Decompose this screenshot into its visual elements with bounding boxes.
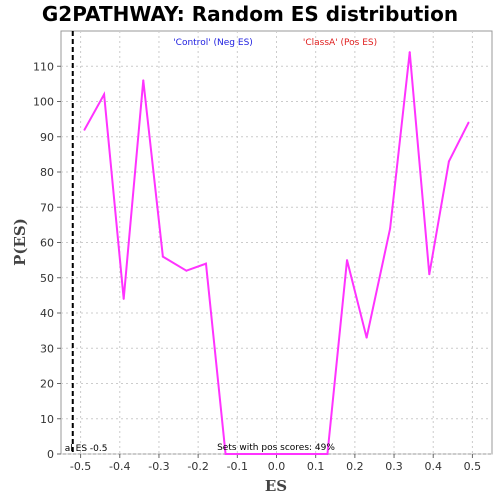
data-point xyxy=(408,51,411,54)
data-point xyxy=(428,273,431,276)
y-tick-label: 90 xyxy=(40,131,54,144)
actual-es-label: al ES -0.5 xyxy=(65,444,108,454)
data-point xyxy=(267,453,270,455)
x-tick-label: -0.5 xyxy=(70,460,91,473)
y-tick-label: 70 xyxy=(40,201,54,214)
y-tick-label: 80 xyxy=(40,166,54,179)
legend-entry: 'ClassA' (Pos ES) xyxy=(303,38,377,48)
y-tick-label: 10 xyxy=(40,413,54,426)
y-tick-label: 60 xyxy=(40,237,54,250)
legend-entry: 'Control' (Neg ES) xyxy=(173,38,253,48)
x-tick-label: 0.3 xyxy=(385,460,403,473)
x-tick-label: -0.4 xyxy=(109,460,130,473)
x-axis-label: ES xyxy=(265,477,287,495)
y-tick-label: 100 xyxy=(33,96,54,109)
pos-scores-annotation: Sets with pos scores: 49% xyxy=(217,443,335,453)
data-point xyxy=(224,453,227,455)
x-tick-label: 0.1 xyxy=(307,460,325,473)
y-tick-label: 50 xyxy=(40,272,54,285)
data-point xyxy=(83,128,86,131)
data-point xyxy=(346,259,349,262)
data-point xyxy=(161,255,164,258)
x-tick-label: 0.4 xyxy=(424,460,442,473)
data-point xyxy=(142,79,145,82)
y-tick-label: 0 xyxy=(47,448,54,461)
data-point xyxy=(287,453,290,455)
data-point xyxy=(103,93,106,96)
y-tick-label: 110 xyxy=(33,60,54,73)
y-tick-label: 20 xyxy=(40,378,54,391)
data-point xyxy=(122,297,125,300)
data-point xyxy=(185,269,188,272)
data-point xyxy=(244,453,247,455)
y-tick-label: 30 xyxy=(40,342,54,355)
x-tick-label: 0.5 xyxy=(464,460,482,473)
data-point xyxy=(467,121,470,124)
chart-title: G2PATHWAY: Random ES distribution xyxy=(42,2,458,26)
x-tick-label: 0.0 xyxy=(268,460,286,473)
x-tick-label: 0.2 xyxy=(346,460,364,473)
x-tick-label: -0.2 xyxy=(187,460,208,473)
data-point xyxy=(389,227,392,230)
plot-area: 0 10 20 30 40 50 60 70 80 90 100 110 -0.5 -0.4 -0.3 -0.… xyxy=(33,30,493,473)
data-point xyxy=(204,262,207,265)
data-point xyxy=(306,453,309,455)
x-tick-label: -0.3 xyxy=(148,460,169,473)
data-point xyxy=(326,453,329,455)
data-point xyxy=(365,336,368,339)
data-point xyxy=(447,160,450,163)
y-axis-label: P(ES) xyxy=(11,218,29,266)
y-tick-label: 40 xyxy=(40,307,54,320)
x-tick-label: -0.1 xyxy=(227,460,248,473)
series-line xyxy=(83,52,470,455)
